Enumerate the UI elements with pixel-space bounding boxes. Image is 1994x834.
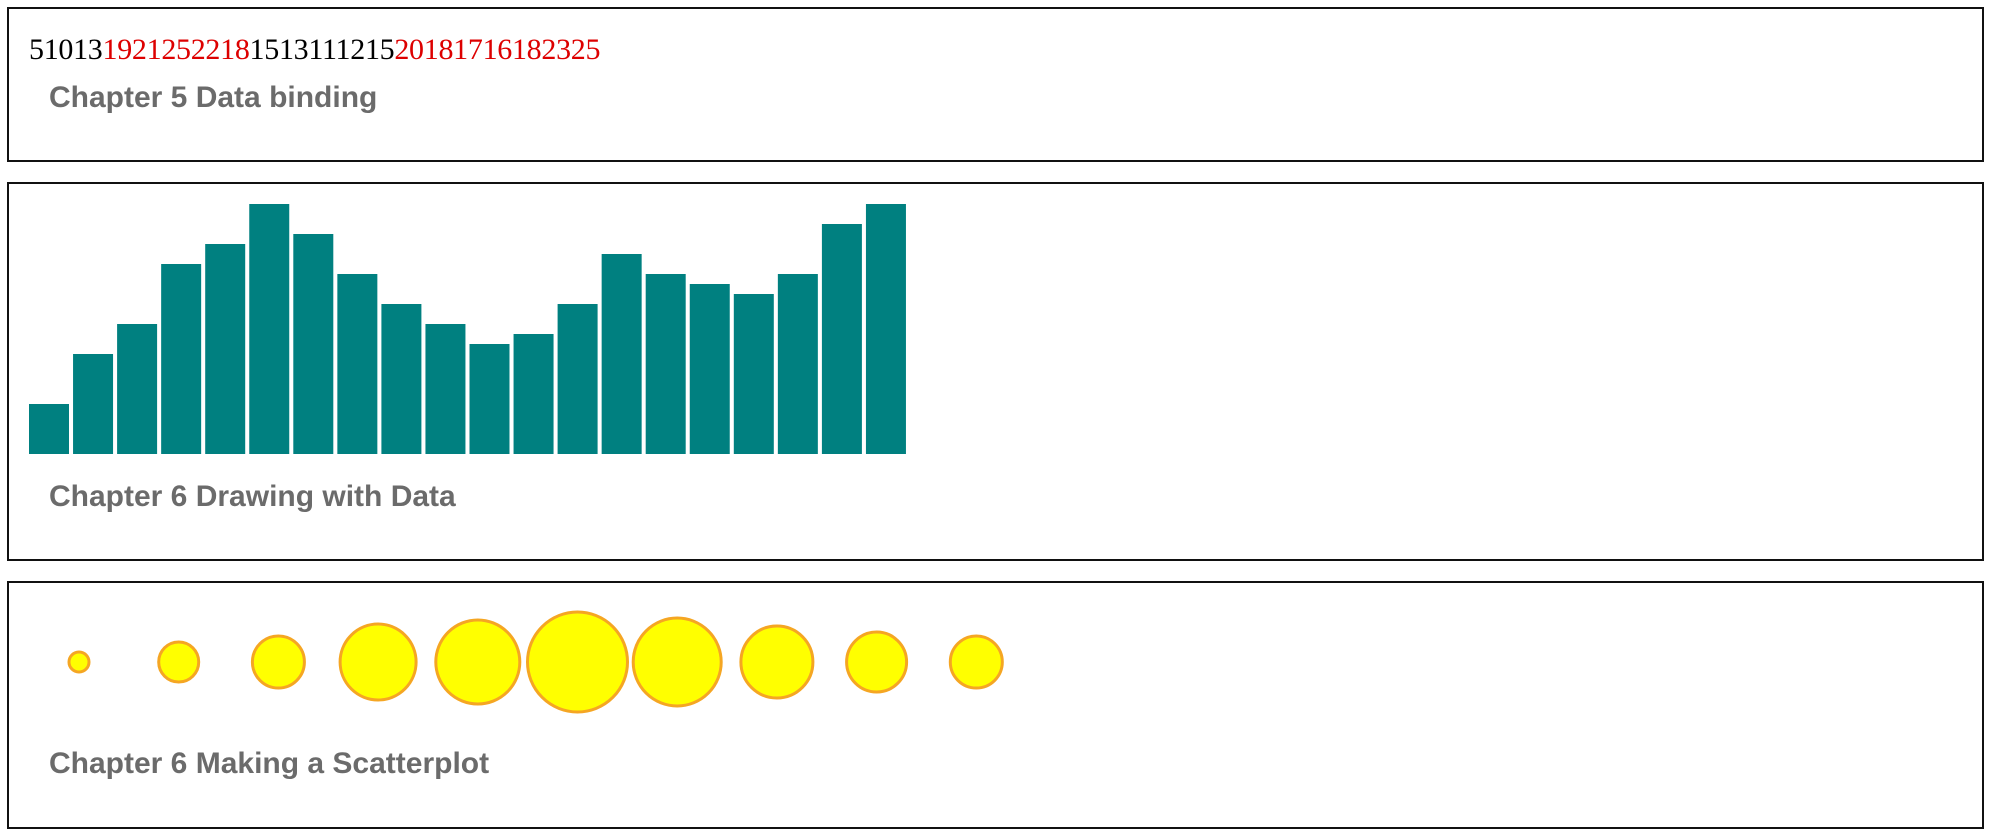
bar: [425, 324, 466, 454]
number-value: 22: [190, 33, 221, 66]
scatter-chart: [67, 610, 1004, 714]
number-value: 11: [308, 33, 336, 66]
bar: [733, 294, 774, 454]
bar-chart: [29, 204, 906, 454]
bar: [469, 344, 510, 454]
bar: [381, 304, 422, 454]
scatter-point: [338, 622, 418, 702]
number-value: 19: [102, 33, 133, 66]
scatter-point: [434, 618, 522, 706]
number-value: 12: [335, 33, 366, 66]
number-value: 5: [29, 33, 44, 66]
number-value: 25: [570, 33, 601, 66]
number-value: 18: [511, 33, 542, 66]
scatter-point: [250, 634, 306, 690]
bar: [601, 254, 642, 454]
number-value: 17: [453, 33, 483, 66]
number-value: 15: [249, 33, 280, 66]
bar: [205, 244, 246, 454]
scatter-heading: Chapter 6 Making a Scatterplot: [49, 747, 490, 780]
number-value: 23: [541, 33, 571, 66]
number-sequence: 510131921252218151311121520181716182325: [29, 33, 601, 67]
bar: [29, 404, 69, 454]
number-value: 10: [43, 33, 74, 66]
scatter-point: [157, 640, 201, 684]
bar: [337, 274, 378, 454]
bar: [249, 204, 290, 454]
scatter-point: [67, 650, 91, 674]
bar: [557, 304, 598, 454]
number-value: 13: [278, 33, 309, 66]
scatter-point: [526, 610, 629, 714]
scatter-point: [739, 624, 815, 700]
bar: [117, 324, 158, 454]
bar: [293, 234, 334, 454]
number-value: 20: [394, 33, 424, 66]
number-value: 21: [131, 33, 162, 66]
bar: [645, 274, 686, 454]
bar: [73, 354, 114, 454]
scatter-panel: Chapter 6 Making a Scatterplot: [7, 581, 1984, 829]
number-value: 18: [220, 33, 250, 66]
bar: [865, 204, 906, 454]
data-binding-heading: Chapter 5 Data binding: [49, 81, 378, 114]
data-binding-panel: 510131921252218151311121520181716182325 …: [7, 7, 1984, 162]
number-value: 25: [161, 33, 191, 66]
bar: [161, 264, 202, 454]
bar: [777, 274, 818, 454]
scatter-point: [948, 634, 1004, 690]
scatter-point: [845, 630, 909, 694]
number-value: 18: [423, 33, 454, 66]
drawing-heading: Chapter 6 Drawing with Data: [49, 480, 456, 513]
drawing-panel: Chapter 6 Drawing with Data: [7, 182, 1984, 561]
bar: [689, 284, 730, 454]
number-value: 16: [482, 33, 513, 66]
scatter-point: [631, 616, 723, 708]
bar: [821, 224, 862, 454]
bar: [513, 334, 554, 454]
number-value: 13: [73, 33, 103, 66]
number-value: 15: [364, 33, 395, 66]
